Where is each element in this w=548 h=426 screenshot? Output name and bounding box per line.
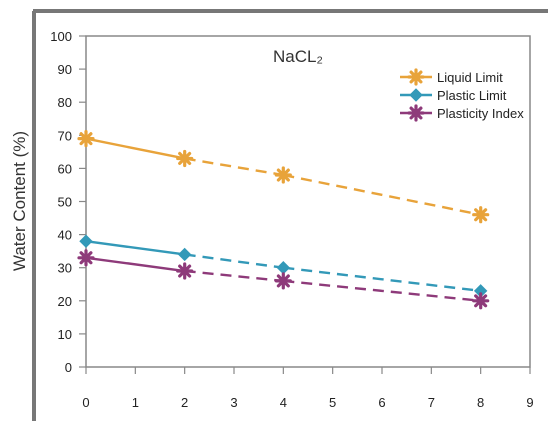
plot-area: [85, 35, 531, 368]
y-tick-label: 40: [58, 228, 72, 243]
y-tick-label: 30: [58, 261, 72, 276]
series-2-point: [274, 272, 292, 290]
series-layer: [85, 137, 481, 302]
x-tick-label: 6: [378, 395, 385, 410]
y-tick-label: 70: [58, 128, 72, 143]
series-0-line-segment: [85, 137, 185, 160]
y-tick-label: 50: [58, 195, 72, 210]
series-2-line-segment: [85, 256, 185, 273]
x-tick-label: 4: [280, 395, 287, 410]
series-0-point: [472, 206, 490, 224]
series-2-point: [472, 292, 490, 310]
series-1-line-segment: [283, 266, 481, 293]
y-tick-label: 80: [58, 95, 72, 110]
x-tick-label: 7: [428, 395, 435, 410]
series-0-point: [176, 149, 194, 168]
series-2-line-segment: [283, 279, 481, 302]
series-1-line-segment: [85, 240, 185, 256]
legend-marker: [409, 88, 423, 102]
x-tick-label: 1: [132, 395, 139, 410]
series-2-point: [176, 262, 194, 280]
legend-label: Plastic Limit: [437, 88, 507, 103]
y-tick-label: 90: [58, 62, 72, 77]
x-tick-label: 3: [230, 395, 237, 410]
y-tick-label: 10: [58, 327, 72, 342]
x-tick-label: 2: [181, 395, 188, 410]
y-axis-label: Water Content (%): [10, 131, 29, 271]
markers-layer: [77, 130, 490, 310]
legend-label: Liquid Limit: [437, 70, 503, 85]
x-tick-label: 5: [329, 395, 336, 410]
legend: Liquid Limit Plastic Limit Plasticity Inde…: [400, 68, 524, 122]
y-tick-label: 0: [65, 360, 72, 375]
series-1-point: [177, 247, 192, 262]
series-0-point: [77, 130, 95, 148]
series-1-line-segment: [184, 253, 284, 269]
x-tick-label: 0: [82, 395, 89, 410]
series-0-line-segment: [283, 173, 481, 216]
series-2-line-segment: [184, 269, 284, 283]
legend-marker: [407, 104, 425, 122]
legend-label: Plasticity Index: [437, 106, 524, 121]
x-tick-label: 8: [477, 395, 484, 410]
y-tick-label: 60: [58, 161, 72, 176]
chart-title: NaCL₂: [273, 47, 323, 66]
ticks-layer: 0 10 20 30 40 50 60 70 80 90 100 0 1 2 3 4 5 6 7 8 9: [50, 29, 533, 410]
series-1-point: [79, 234, 93, 248]
y-tick-label: 20: [58, 294, 72, 309]
x-tick-label: 9: [526, 395, 533, 410]
series-0-point: [274, 166, 292, 184]
series-2-point: [77, 249, 95, 267]
y-tick-label: 100: [50, 29, 72, 44]
legend-marker: [407, 68, 425, 86]
